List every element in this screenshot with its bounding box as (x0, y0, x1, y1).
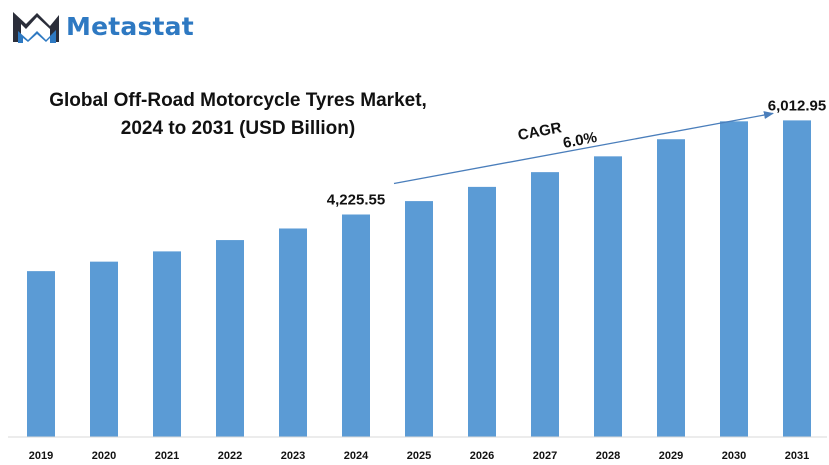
x-tick-2019: 2019 (29, 450, 53, 462)
data-labels: 4,225.55 6,012.95 (327, 97, 826, 208)
bar-2023 (279, 228, 307, 437)
cagr-arrow (393, 111, 774, 185)
bar-2019 (27, 271, 55, 437)
bar-2022 (216, 240, 244, 437)
bar-2020 (90, 261, 118, 437)
bar-2026 (468, 186, 496, 437)
bar-2025 (405, 201, 433, 437)
x-tick-2026: 2026 (470, 450, 494, 462)
bar-2031 (783, 120, 811, 437)
x-tick-2024: 2024 (344, 450, 369, 462)
x-tick-2028: 2028 (596, 450, 620, 462)
bar-2028 (594, 156, 622, 437)
cagr-value: 6.0% (562, 129, 599, 152)
x-tick-2023: 2023 (281, 450, 305, 462)
bar-2029 (657, 139, 685, 437)
x-tick-2029: 2029 (659, 450, 683, 462)
x-tick-2025: 2025 (407, 450, 431, 462)
x-tick-labels: 2019 2020 2021 2022 2023 2024 2025 2026 2027 2028… (29, 450, 809, 462)
x-tick-2022: 2022 (218, 450, 242, 462)
data-label-2024: 4,225.55 (327, 191, 385, 208)
data-label-2031: 6,012.95 (768, 97, 826, 114)
bar-2027 (531, 172, 559, 437)
bar-2021 (153, 251, 181, 437)
metastat-logo-icon (13, 12, 59, 43)
brand-logo: Metastat (10, 6, 194, 46)
chart-title: Global Off-Road Motorcycle Tyres Market,… (38, 87, 438, 143)
x-tick-2021: 2021 (155, 450, 179, 462)
chart-title-line-2: 2024 to 2031 (USD Billion) (120, 118, 356, 139)
x-tick-2027: 2027 (533, 450, 557, 462)
chart-title-line-1: Global Off-Road Motorcycle Tyres Market, (49, 90, 427, 111)
x-tick-2030: 2030 (722, 450, 746, 462)
cagr-label: CAGR (516, 119, 563, 144)
bars-group (27, 120, 811, 438)
bar-2024 (342, 214, 370, 437)
x-tick-2031: 2031 (785, 450, 809, 462)
brand-name: Metastat (66, 11, 194, 41)
bar-2030 (720, 121, 748, 438)
x-tick-2020: 2020 (92, 450, 116, 462)
